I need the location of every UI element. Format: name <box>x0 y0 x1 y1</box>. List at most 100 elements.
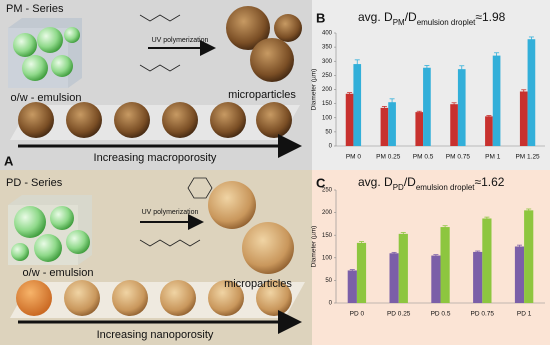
error-bar <box>494 52 500 59</box>
bar <box>388 102 396 146</box>
trend-label: Increasing macroporosity <box>94 152 217 164</box>
error-bar <box>389 98 395 106</box>
error-bar <box>416 110 422 113</box>
x-tick-label: PM 1 <box>485 154 501 161</box>
error-bar <box>424 65 430 71</box>
error-bar <box>486 115 492 118</box>
series-title: PM - Series <box>6 3 64 15</box>
y-tick-label: 250 <box>322 73 333 79</box>
product-label: microparticles <box>224 278 292 290</box>
title-part: /D <box>405 10 417 24</box>
title-part: avg. D <box>358 175 393 189</box>
title-part: PD <box>393 183 404 192</box>
panel-letter: C <box>316 175 326 190</box>
error-bar <box>459 65 465 73</box>
bar <box>524 210 534 303</box>
bar <box>423 67 431 146</box>
x-tick-label: PM 0.75 <box>446 154 471 161</box>
y-tick-label: 350 <box>322 45 333 51</box>
y-tick-label: 100 <box>322 115 333 121</box>
y-tick-label: 200 <box>322 210 333 216</box>
bar <box>415 112 424 146</box>
illustration <box>8 6 302 158</box>
panel-letter: A <box>4 153 14 168</box>
error-bar <box>451 102 457 106</box>
bar <box>380 107 389 146</box>
y-tick-label: 150 <box>322 233 333 239</box>
error-bar <box>517 244 523 248</box>
x-tick-label: PM 0 <box>346 154 362 161</box>
x-tick-label: PM 1.25 <box>515 154 540 161</box>
title-part: ≈1.62 <box>475 175 505 189</box>
chart-title: avg. DPD/Demulsion droplet≈1.62 <box>358 175 505 191</box>
bar <box>527 39 536 147</box>
bar <box>389 253 399 303</box>
x-tick-label: PD 0.5 <box>431 311 451 318</box>
bar <box>450 104 458 146</box>
y-tick-label: 100 <box>322 255 333 261</box>
x-tick-label: PD 0 <box>350 311 365 318</box>
y-tick-label: 50 <box>325 278 332 284</box>
bar <box>440 227 450 303</box>
bar <box>492 55 501 146</box>
title-part: avg. D <box>358 10 393 24</box>
y-tick-label: 300 <box>322 59 333 65</box>
error-bar <box>526 208 532 212</box>
x-tick-label: PM 0.5 <box>413 154 434 161</box>
x-tick-label: PD 0.25 <box>387 311 411 318</box>
bar <box>356 242 367 303</box>
bar <box>347 270 357 303</box>
chart-title: avg. DPM/Demulsion droplet≈1.98 <box>358 10 506 26</box>
error-bar <box>475 250 481 253</box>
bar <box>514 246 525 303</box>
y-axis-label: Diameter (µm) <box>311 226 318 268</box>
x-tick-label: PD 1 <box>517 311 532 318</box>
illustration <box>8 177 305 334</box>
bar <box>482 218 492 303</box>
title-part: emulsion droplet <box>417 18 476 27</box>
panel-bg <box>312 170 550 345</box>
error-bar <box>442 225 448 229</box>
emulsion-label: o/w - emulsion <box>11 92 82 104</box>
y-tick-label: 0 <box>329 144 333 150</box>
title-part: /D <box>404 175 416 189</box>
y-tick-label: 0 <box>329 301 333 307</box>
step-label: UV polymerization <box>152 37 209 44</box>
emulsion-label: o/w - emulsion <box>23 267 94 279</box>
error-bar <box>358 241 364 245</box>
product-label: microparticles <box>228 89 296 101</box>
x-tick-label: PM 0.25 <box>376 154 401 161</box>
title-part: emulsion droplet <box>416 183 475 192</box>
error-bar <box>391 251 397 255</box>
bar <box>345 93 354 146</box>
error-bar <box>400 232 406 236</box>
y-tick-label: 200 <box>322 87 333 93</box>
bar <box>485 116 493 146</box>
bar <box>353 64 362 146</box>
y-tick-label: 150 <box>322 101 333 107</box>
x-tick-label: PD 0.75 <box>471 311 495 318</box>
error-bar <box>521 89 527 94</box>
panel-letter: B <box>316 10 325 25</box>
error-bar <box>528 36 534 42</box>
error-bar <box>349 269 355 272</box>
title-part: ≈1.98 <box>475 10 505 24</box>
y-tick-label: 250 <box>322 188 333 194</box>
bar <box>398 233 408 303</box>
error-bar <box>347 92 353 95</box>
bar <box>473 251 483 303</box>
error-bar <box>354 59 360 69</box>
error-bar <box>433 254 439 257</box>
series-title: PD - Series <box>6 177 63 189</box>
error-bar <box>484 216 490 220</box>
y-tick-label: 50 <box>325 129 332 135</box>
title-part: PM <box>393 18 405 27</box>
error-bar <box>381 106 387 110</box>
bar <box>457 69 466 146</box>
step-label: UV polymerization <box>142 209 199 216</box>
trend-label: Increasing nanoporosity <box>97 329 214 341</box>
y-tick-label: 400 <box>322 31 333 37</box>
bar <box>519 91 528 146</box>
bar <box>431 255 441 303</box>
